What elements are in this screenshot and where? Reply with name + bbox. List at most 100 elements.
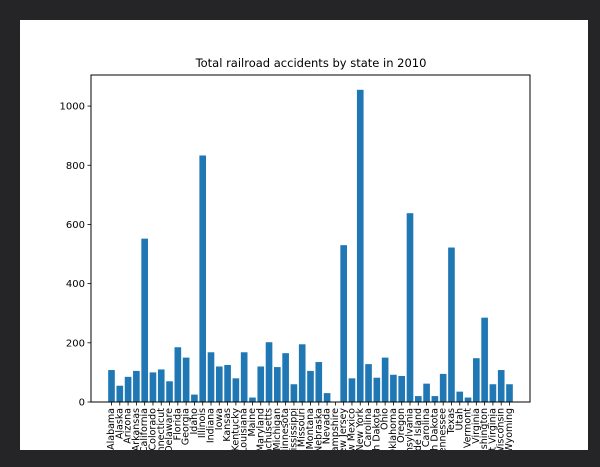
chart-canvas: Total railroad accidents by state in 201… — [20, 20, 588, 450]
bar-17 — [249, 397, 256, 402]
bar-31 — [365, 364, 372, 402]
bar-33 — [381, 357, 389, 402]
bar-9 — [182, 357, 190, 402]
x-tick-label-15: Kentucky — [230, 408, 241, 450]
x-tick-label-31: North Carolina — [363, 408, 374, 450]
x-tick-label-36: Pennsylvania — [405, 408, 416, 450]
bar-16 — [240, 352, 248, 402]
bar-5 — [149, 372, 157, 402]
x-tick-label-24: Montana — [305, 408, 316, 449]
y-tick-label-5: 1000 — [60, 102, 85, 113]
x-tick-label-23: Missouri — [297, 408, 308, 447]
x-tick-label-5: Colorado — [147, 408, 158, 450]
x-tick-label-32: North Dakota — [371, 408, 382, 450]
plot-frame — [90, 74, 531, 403]
bar-45 — [481, 317, 488, 402]
bar-20 — [274, 367, 281, 402]
x-tick-label-12: Indiana — [206, 408, 217, 443]
x-tick-label-20: Michigan — [272, 408, 283, 450]
x-tick-label-40: Tennessee — [438, 408, 449, 450]
x-tick-label-22: Mississippi — [288, 408, 299, 450]
bar-12 — [207, 352, 215, 402]
bar-46 — [489, 384, 497, 402]
y-tick-label-4: 800 — [66, 161, 85, 172]
x-tick-label-45: Washington — [479, 408, 490, 450]
x-tick-label-3: Arkansas — [131, 408, 142, 450]
bar-7 — [166, 381, 173, 402]
x-tick-label-4: California — [139, 408, 150, 450]
bar-35 — [398, 375, 406, 402]
x-tick-label-6: Connecticut — [156, 408, 167, 450]
bar-1 — [116, 385, 124, 402]
bar-41 — [448, 247, 455, 402]
x-tick-label-42: Utah — [454, 408, 465, 431]
chart-title: Total railroad accidents by state in 201… — [195, 56, 427, 70]
bar-30 — [356, 89, 364, 403]
x-tick-label-8: Florida — [172, 408, 183, 440]
bar-25 — [315, 362, 323, 402]
x-tick-label-41: Texas — [446, 408, 457, 435]
x-tick-label-21: Minnesota — [280, 408, 291, 450]
x-tick-label-13: Iowa — [214, 408, 225, 430]
bar-34 — [390, 374, 397, 402]
x-tick-label-34: Oklahoma — [388, 408, 399, 450]
x-tick-label-14: Kansas — [222, 408, 233, 442]
bar-4 — [141, 238, 148, 402]
bar-8 — [174, 347, 182, 402]
x-tick-label-2: Arizona — [123, 408, 134, 444]
x-tick-label-38: South Carolina — [421, 408, 432, 450]
bar-0 — [108, 370, 115, 402]
x-tick-label-37: Rhode Island — [413, 408, 424, 450]
x-tick-label-10: Idaho — [189, 408, 200, 435]
x-tick-label-16: Louisiana — [239, 408, 250, 450]
bar-11 — [199, 155, 207, 402]
y-axis: 0 200 400 600 800 1000 — [60, 102, 91, 409]
bar-15 — [232, 378, 240, 402]
x-tick-label-28: New Jersey — [338, 408, 349, 450]
x-tick-label-25: Nebraska — [313, 408, 324, 450]
bar-39 — [431, 396, 439, 402]
bar-42 — [456, 391, 464, 402]
bar-38 — [423, 383, 430, 402]
bar-47 — [497, 370, 505, 402]
x-tick-label-35: Oregon — [396, 408, 407, 443]
bar-29 — [348, 378, 356, 402]
bar-23 — [298, 344, 306, 402]
bar-28 — [340, 245, 347, 402]
bar-18 — [257, 366, 265, 402]
bar-chart: Total railroad accidents by state in 201… — [60, 56, 531, 450]
bar-10 — [191, 394, 198, 402]
bar-13 — [215, 366, 223, 402]
x-tick-label-18: Maryland — [255, 408, 266, 450]
x-tick-label-17: Maine — [247, 408, 258, 437]
x-tick-label-27: New Hampshire — [330, 408, 341, 450]
x-tick-label-1: Alaska — [114, 408, 125, 439]
bars-group — [108, 89, 513, 403]
x-tick-label-11: Illinois — [197, 408, 208, 438]
y-tick-label-1: 200 — [66, 338, 85, 349]
x-tick-label-46: West Virginia — [487, 408, 498, 450]
x-axis: AlabamaAlaskaArizonaArkansasCaliforniaCo… — [106, 402, 515, 450]
x-tick-label-33: Ohio — [380, 408, 391, 430]
bar-44 — [473, 358, 480, 402]
bar-22 — [290, 384, 298, 402]
bar-48 — [506, 384, 513, 402]
bar-2 — [124, 376, 132, 402]
x-tick-label-39: South Dakota — [429, 408, 440, 450]
x-tick-label-47: Wisconsin — [496, 408, 507, 450]
x-tick-label-29: New Mexico — [346, 408, 357, 450]
bar-37 — [414, 396, 422, 402]
x-tick-label-48: Wyoming — [504, 408, 515, 450]
bar-26 — [323, 393, 331, 402]
x-tick-label-44: Virginia — [471, 408, 482, 444]
bar-32 — [373, 377, 381, 402]
y-tick-label-2: 400 — [66, 279, 85, 290]
x-tick-label-19: Massachusetts — [264, 408, 275, 450]
x-tick-label-30: New York — [355, 408, 366, 450]
y-tick-label-3: 600 — [66, 220, 85, 231]
bar-21 — [282, 353, 289, 402]
bar-24 — [307, 370, 314, 402]
x-tick-label-26: Nevada — [322, 408, 333, 444]
y-tick-label-0: 0 — [79, 398, 85, 409]
bar-3 — [133, 370, 140, 402]
